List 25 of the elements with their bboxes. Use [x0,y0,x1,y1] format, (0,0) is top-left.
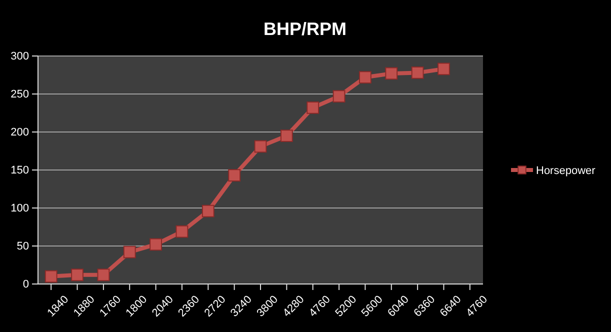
legend-label: Horsepower [536,165,596,177]
point [228,169,241,182]
y-tick-label: 150 [10,164,29,177]
point [280,130,293,142]
point [385,67,398,80]
point [123,246,136,258]
point [411,66,424,79]
y-tick-label: 100 [10,202,29,215]
point [44,270,58,283]
y-tick-label: 0 [22,278,29,291]
point [306,101,320,114]
point [176,225,188,238]
point [438,62,450,76]
point [359,71,372,84]
point [71,268,84,282]
point [202,204,214,218]
y-tick-label: 300 [10,50,29,63]
point [332,90,346,102]
chart-title: BHP/RPM [263,19,347,39]
y-tick-label: 250 [10,88,29,101]
point [254,140,267,153]
y-tick-label: 50 [16,240,29,253]
point [150,238,162,251]
y-tick-label: 200 [10,126,29,139]
point [97,268,110,282]
